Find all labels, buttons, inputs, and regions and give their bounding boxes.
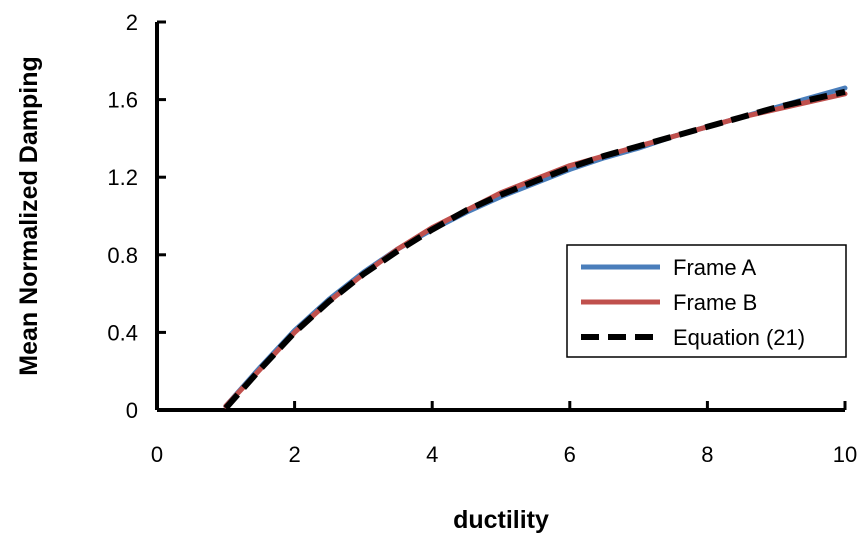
x-axis-title: ductility bbox=[453, 506, 549, 534]
ticks: 0 2 4 6 8 10 0 0.4 0.8 1.2 1.6 2 bbox=[107, 10, 857, 467]
y-tick-label: 0.4 bbox=[107, 320, 138, 345]
y-axis-title: Mean Normalized Damping bbox=[15, 56, 43, 376]
legend: Frame A Frame B Equation (21) bbox=[566, 244, 847, 358]
x-tick-label: 8 bbox=[701, 442, 713, 467]
x-tick-label: 4 bbox=[426, 442, 438, 467]
axes bbox=[155, 22, 845, 412]
y-tick-label: 2 bbox=[126, 10, 138, 35]
x-tick-label: 0 bbox=[151, 442, 163, 467]
y-tick-label: 1.2 bbox=[107, 165, 138, 190]
series bbox=[223, 85, 848, 411]
legend-label: Frame A bbox=[673, 255, 756, 280]
y-tick-label: 0 bbox=[126, 398, 138, 423]
y-tick-label: 0.8 bbox=[107, 243, 138, 268]
legend-label: Equation (21) bbox=[673, 325, 805, 350]
x-tick-label: 10 bbox=[833, 442, 857, 467]
x-tick-label: 6 bbox=[564, 442, 576, 467]
series-line-equation-21 bbox=[223, 88, 846, 411]
y-tick-label: 1.6 bbox=[107, 88, 138, 113]
legend-items: Frame A Frame B Equation (21) bbox=[581, 255, 805, 350]
legend-label: Frame B bbox=[673, 290, 757, 315]
x-tick-label: 2 bbox=[288, 442, 300, 467]
